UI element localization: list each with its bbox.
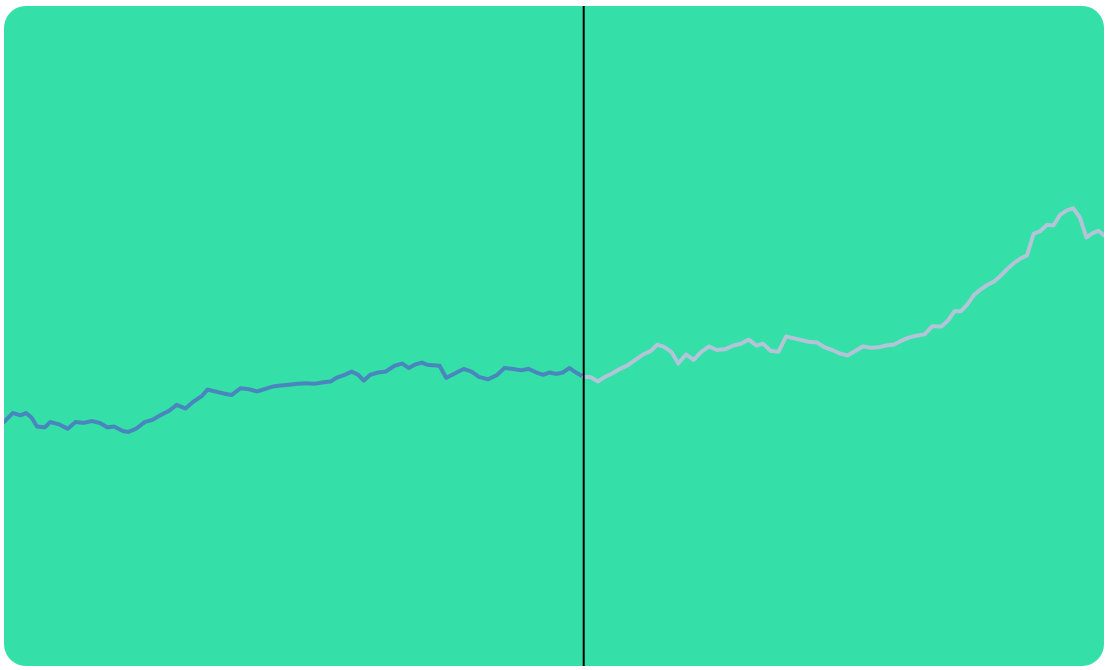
series-layer — [4, 206, 1104, 434]
chart-panel — [4, 6, 1104, 666]
past-series-line — [4, 360, 586, 434]
line-chart — [4, 6, 1104, 666]
chart-background — [4, 6, 1104, 666]
future-series-line — [581, 206, 1104, 384]
